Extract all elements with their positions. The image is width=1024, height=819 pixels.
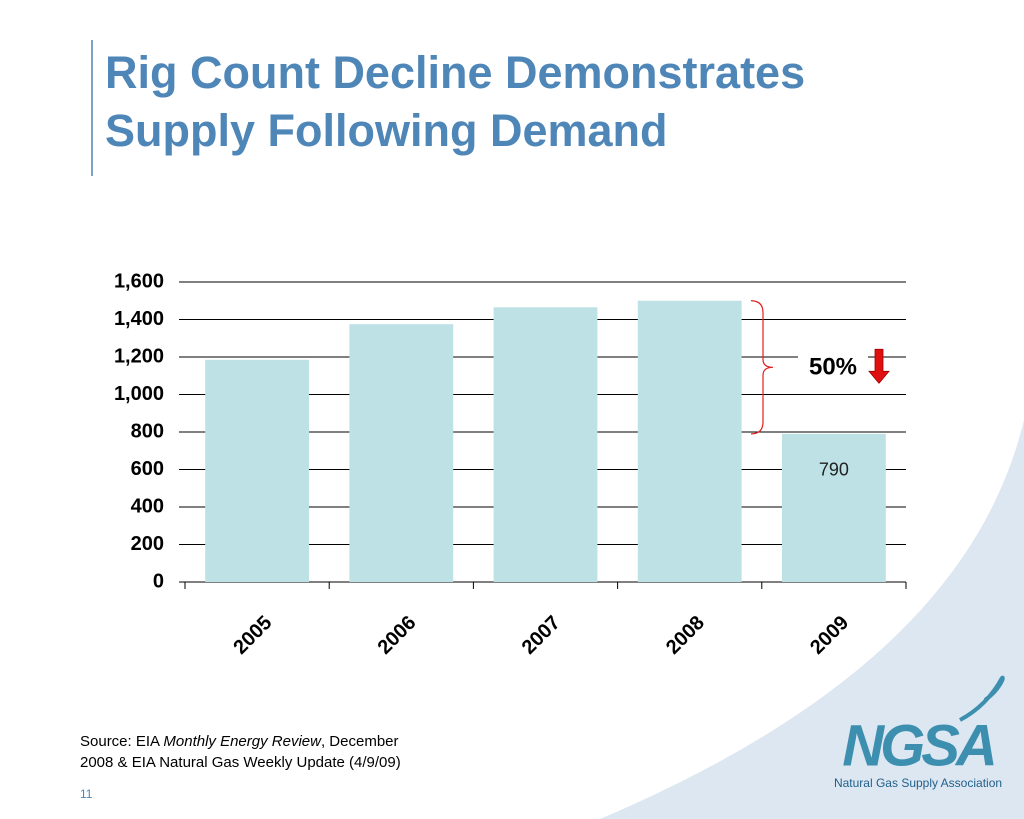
y-tick-label: 800 bbox=[131, 420, 164, 442]
bar bbox=[493, 307, 598, 582]
y-tick-label: 1,200 bbox=[114, 345, 164, 367]
source-text: , December bbox=[321, 733, 399, 750]
source-text: Monthly Energy Review bbox=[163, 733, 322, 750]
source-text: Source: EIA bbox=[80, 733, 163, 750]
bar bbox=[781, 433, 886, 582]
background-swoosh bbox=[600, 420, 1024, 819]
bar bbox=[349, 324, 454, 582]
data-label: 790 bbox=[819, 460, 849, 480]
slide-number: 11 bbox=[80, 787, 93, 801]
logo-caption: Natural Gas Supply Association bbox=[834, 776, 1002, 790]
title-line: Rig Count Decline Demonstrates bbox=[105, 47, 805, 98]
bar bbox=[205, 359, 310, 582]
y-tick-label: 200 bbox=[131, 533, 164, 555]
y-tick-label: 400 bbox=[131, 495, 164, 517]
y-tick-label: 0 bbox=[153, 570, 164, 592]
source-text: 2008 & EIA Natural Gas Weekly Update (4/… bbox=[80, 754, 401, 771]
title-line: Supply Following Demand bbox=[105, 105, 668, 156]
logo-mark: NGSA bbox=[842, 713, 994, 778]
y-tick-label: 600 bbox=[131, 458, 164, 480]
down-arrow bbox=[868, 348, 890, 384]
brace bbox=[750, 300, 774, 435]
logo-flame bbox=[959, 675, 1005, 722]
annotation-bg bbox=[798, 349, 868, 386]
y-tick-label: 1,000 bbox=[114, 383, 164, 405]
bar bbox=[637, 300, 742, 582]
y-tick-label: 1,600 bbox=[114, 270, 164, 292]
annotation: 50% bbox=[809, 354, 857, 381]
source-note: Source: EIA Monthly Energy Review, Decem… bbox=[80, 733, 399, 750]
y-tick-label: 1,400 bbox=[114, 308, 164, 330]
